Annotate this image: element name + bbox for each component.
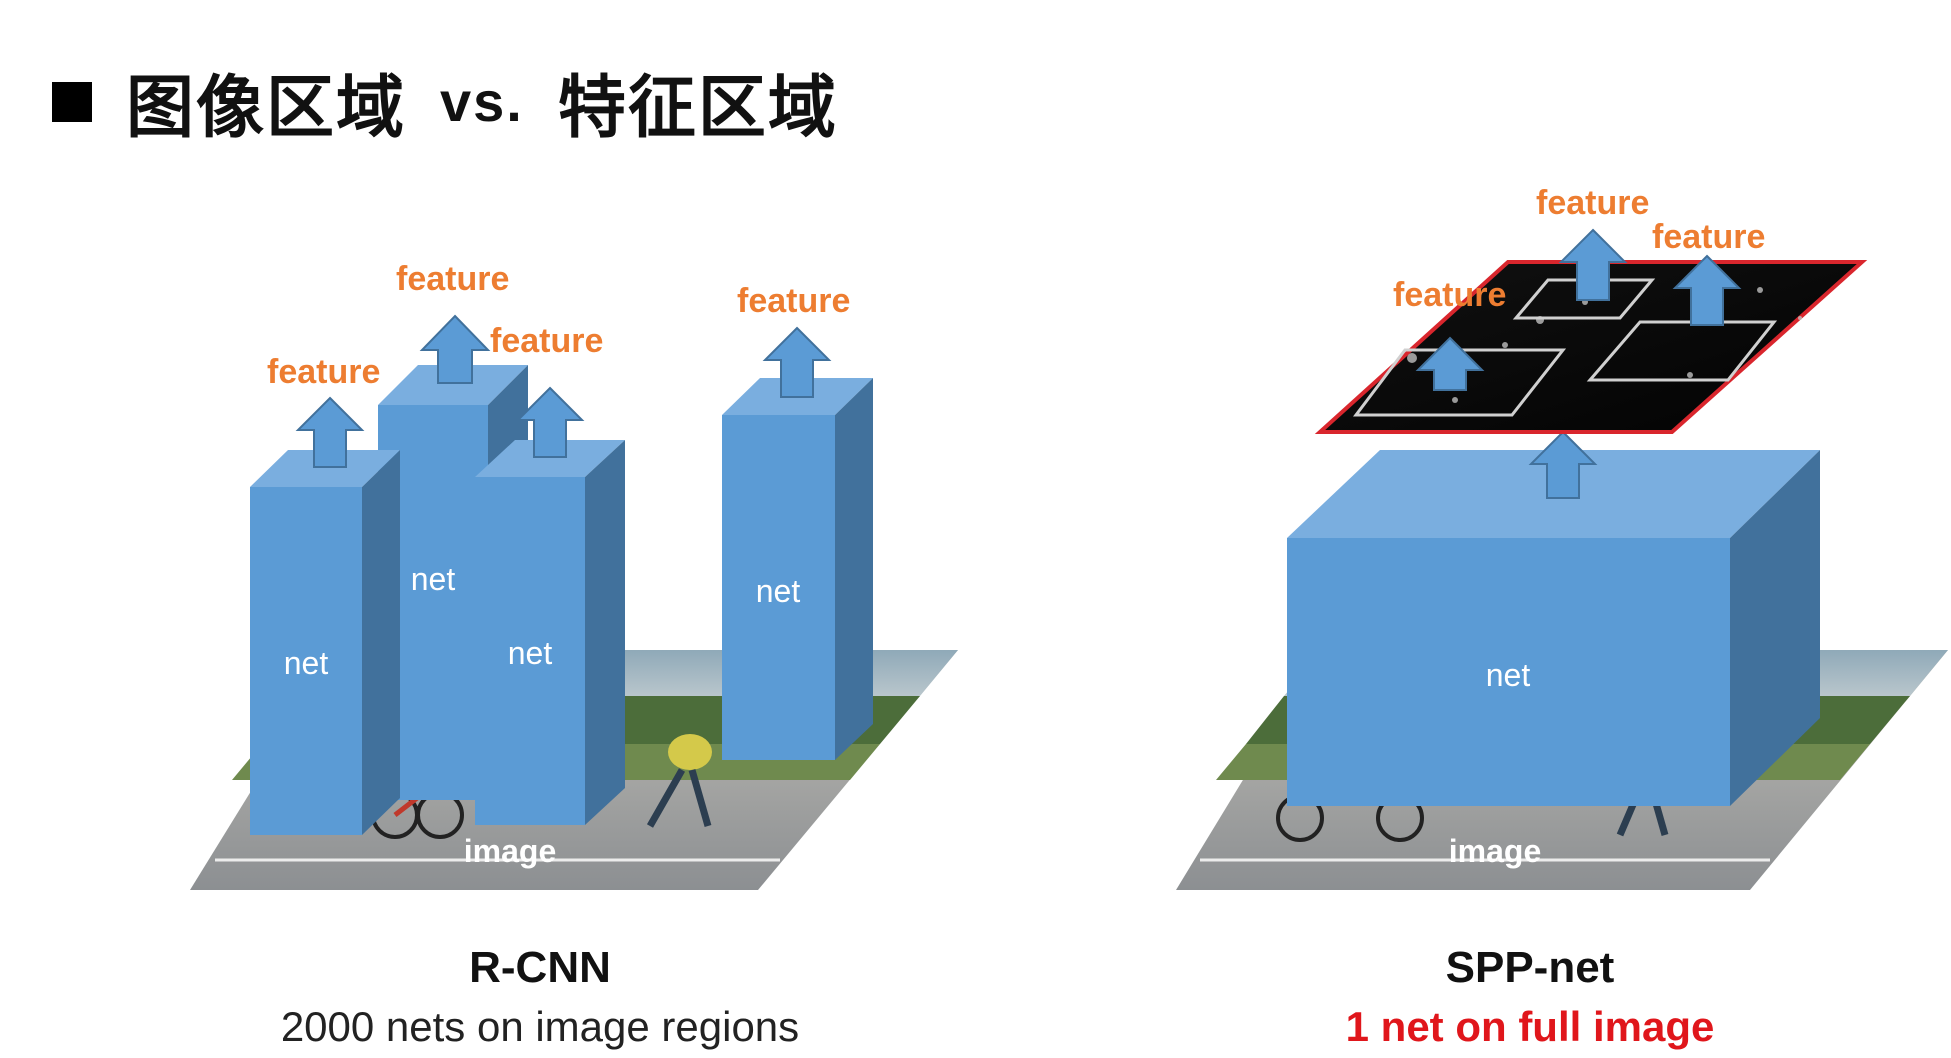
rcnn-net-block: net bbox=[250, 450, 400, 835]
slide-heading: 图像区域 vs. 特征区域 bbox=[52, 52, 838, 151]
rcnn-net-block: net bbox=[475, 440, 625, 825]
rcnn-net-label: net bbox=[756, 573, 801, 609]
up-arrow-icon bbox=[1672, 254, 1742, 326]
sppnet-feature-label: feature bbox=[1536, 184, 1649, 222]
rcnn-feature-label: feature bbox=[396, 260, 509, 298]
sppnet-diagram: image net bbox=[1176, 184, 1948, 890]
rcnn-image-label: image bbox=[464, 833, 556, 869]
rcnn-diagram: image net net net bbox=[190, 260, 958, 890]
rcnn-caption: R-CNN 2000 nets on image regions bbox=[260, 940, 820, 1058]
rcnn-net-label: net bbox=[411, 561, 456, 597]
up-arrow-icon bbox=[762, 326, 832, 398]
feature-region-box bbox=[1512, 278, 1656, 320]
up-arrow-icon bbox=[419, 314, 491, 384]
sppnet-image-label: image bbox=[1449, 833, 1541, 869]
sppnet-net-block: net bbox=[1287, 450, 1820, 806]
feature-region-box bbox=[1352, 348, 1567, 417]
sppnet-caption: SPP-net 1 net on full image bbox=[1250, 940, 1810, 1058]
sppnet-subtitle: 1 net on full image bbox=[1345, 1003, 1715, 1050]
sppnet-net-label: net bbox=[1486, 657, 1531, 693]
rcnn-feature-label: feature bbox=[490, 322, 603, 360]
heading-right: 特征区域 bbox=[557, 69, 838, 148]
sppnet-feature-label: feature bbox=[1652, 218, 1765, 256]
up-arrow-icon bbox=[1415, 336, 1485, 391]
rcnn-title: R-CNN bbox=[469, 943, 611, 992]
sppnet-feature-label: feature bbox=[1393, 276, 1506, 314]
heading-left: 图像区域 bbox=[126, 69, 407, 148]
bullet-square-icon bbox=[52, 81, 92, 122]
rcnn-net-label: net bbox=[284, 645, 329, 681]
heading-separator: vs. bbox=[440, 70, 524, 133]
rcnn-feature-label: feature bbox=[267, 353, 380, 391]
rcnn-net-block: net bbox=[722, 378, 873, 760]
sppnet-title: SPP-net bbox=[1445, 943, 1615, 992]
up-arrow-icon bbox=[1558, 228, 1628, 301]
feature-region-box bbox=[1586, 320, 1778, 382]
up-arrow-icon bbox=[515, 386, 585, 458]
rcnn-subtitle: 2000 nets on image regions bbox=[280, 1003, 800, 1050]
up-arrow-icon bbox=[295, 396, 365, 468]
person-icon bbox=[646, 734, 712, 828]
rcnn-net-label: net bbox=[508, 635, 553, 671]
rcnn-feature-label: feature bbox=[737, 282, 850, 320]
up-arrow-icon bbox=[1528, 430, 1598, 499]
